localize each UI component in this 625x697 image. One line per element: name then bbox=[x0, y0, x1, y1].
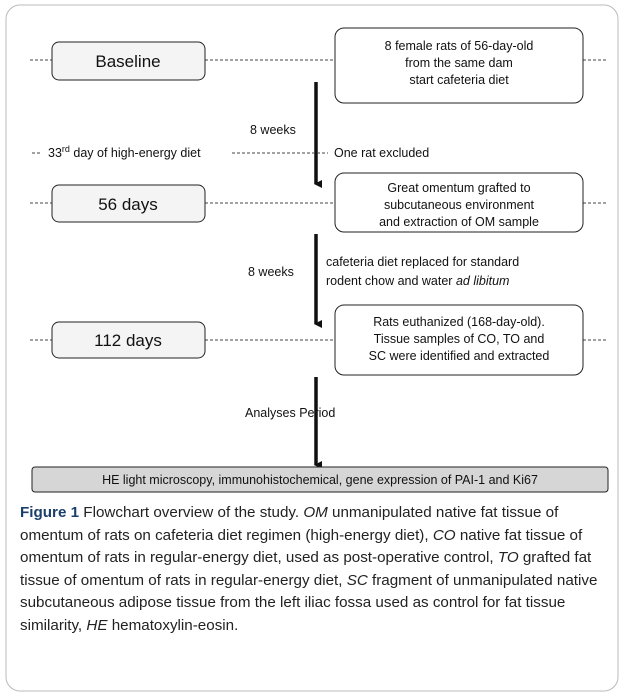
edge-label: 8 weeks bbox=[250, 123, 296, 137]
caption: Figure 1 Flowchart overview of the study… bbox=[20, 502, 612, 637]
caption-text: OM bbox=[303, 504, 328, 521]
detail-box bbox=[334, 27, 584, 104]
stage-box bbox=[51, 41, 206, 81]
result-label: HE light microscopy, immunohistochemical… bbox=[102, 473, 538, 487]
event-outcome: One rat excluded bbox=[334, 146, 429, 160]
stage-label: Baseline bbox=[95, 52, 160, 71]
stage-label: 56 days bbox=[98, 195, 158, 214]
caption-text: SC bbox=[346, 571, 368, 589]
detail-text: Rats euthanized (168-day-old). Tissue sam… bbox=[369, 315, 550, 363]
caption-text: CO bbox=[432, 526, 456, 544]
caption-text: Flowchart overview of the study. bbox=[79, 504, 304, 521]
edge-label: 8 weeks bbox=[248, 265, 294, 279]
caption-text: unmanipulated native fat tissue of oment… bbox=[20, 504, 559, 544]
detail-box bbox=[334, 304, 584, 376]
stage-label: 112 days bbox=[94, 331, 162, 350]
caption-text: hematoxylin-eosin. bbox=[107, 616, 239, 634]
caption-text: native fat tissue of omentum of rats in … bbox=[20, 526, 583, 567]
caption-text: HE bbox=[86, 616, 108, 634]
caption-text: TO bbox=[497, 549, 519, 566]
stage-box bbox=[51, 184, 206, 223]
caption-text: grafted fat tissue of omentum of rats in… bbox=[20, 549, 592, 589]
edge-label: Analyses Period bbox=[245, 406, 335, 420]
detail-box bbox=[334, 172, 584, 233]
caption-label: Figure 1 bbox=[20, 504, 80, 521]
stage-box bbox=[51, 321, 206, 359]
event-text: 33rd day of high-energy diet bbox=[48, 144, 201, 160]
edge-note: cafeteria diet replaced for standard rode… bbox=[326, 255, 519, 288]
detail-text: Great omentum grafted to subcutaneous env… bbox=[379, 181, 539, 229]
detail-text: 8 female rats of 56-day-old from the same… bbox=[385, 39, 534, 87]
frame bbox=[5, 4, 619, 692]
caption-text: fragment of unmanipulated native subcuta… bbox=[20, 571, 598, 634]
result-box bbox=[31, 466, 609, 493]
